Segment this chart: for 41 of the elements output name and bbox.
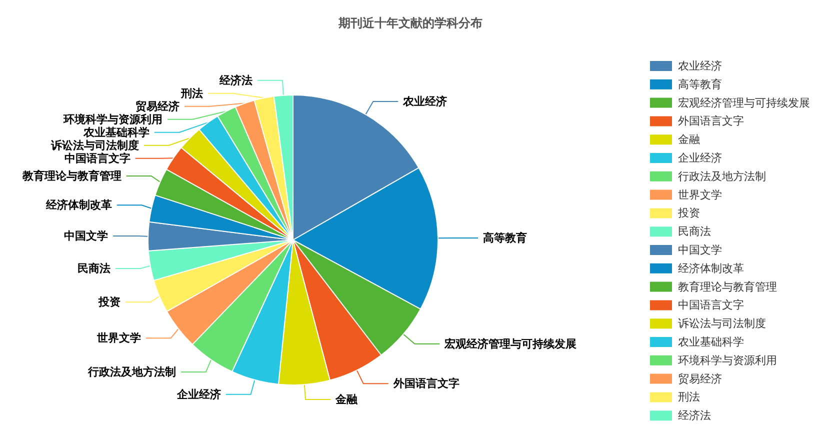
legend-label: 经济体制改革 <box>678 262 744 275</box>
slice-label: 刑法 <box>180 86 204 100</box>
legend-label: 行政法及地方法制 <box>678 170 766 183</box>
slice-label: 农业经济 <box>402 95 448 108</box>
legend-label: 世界文学 <box>678 188 722 202</box>
slice-label: 农业基础科学 <box>82 126 150 139</box>
slice-label: 诉讼法与司法制度 <box>50 138 139 152</box>
legend-label: 高等教育 <box>678 78 722 91</box>
slice-label: 民商法 <box>78 262 111 275</box>
slice-label: 世界文学 <box>96 332 141 345</box>
legend-label: 环境科学与资源利用 <box>678 354 777 367</box>
slice-label: 宏观经济管理与可持续发展 <box>444 337 577 350</box>
legend-label: 中国文学 <box>678 244 722 256</box>
legend-label: 企业经济 <box>678 152 722 164</box>
slice-label: 中国语言文字 <box>64 152 130 165</box>
legend-label: 外国语言文字 <box>678 114 744 128</box>
slice-label: 投资 <box>97 296 120 309</box>
slice-label: 经济体制改革 <box>44 198 112 212</box>
legend-label: 中国语言文字 <box>678 298 744 312</box>
legend-label: 贸易经济 <box>678 372 722 386</box>
legend-label: 宏观经济管理与可持续发展 <box>678 96 810 110</box>
slice-label: 经济法 <box>218 74 252 87</box>
legend-label: 民商法 <box>678 225 711 238</box>
slice-label: 外国语言文字 <box>392 377 460 390</box>
legend-label: 投资 <box>677 206 700 220</box>
slice-label: 教育理论与教育管理 <box>21 169 122 182</box>
legend-label: 农业经济 <box>678 60 722 72</box>
legend-label: 诉讼法与司法制度 <box>678 317 766 330</box>
slice-label: 中国文学 <box>64 229 108 242</box>
slice-label: 高等教育 <box>482 231 527 244</box>
legend-label: 刑法 <box>678 390 700 404</box>
legend-label: 经济法 <box>678 409 711 422</box>
slice-label: 环境科学与资源利用 <box>62 112 163 126</box>
slice-label: 金融 <box>334 393 359 406</box>
legend-label: 教育理论与教育管理 <box>678 280 777 294</box>
slice-label: 企业经济 <box>176 388 221 401</box>
legend-label: 金融 <box>678 133 700 146</box>
slice-label: 贸易经济 <box>136 100 180 113</box>
legend-label: 农业基础科学 <box>678 336 744 348</box>
chart-title: 期刊近十年文献的学科分布 <box>338 16 482 30</box>
slice-label: 行政法及地方法制 <box>86 366 176 379</box>
